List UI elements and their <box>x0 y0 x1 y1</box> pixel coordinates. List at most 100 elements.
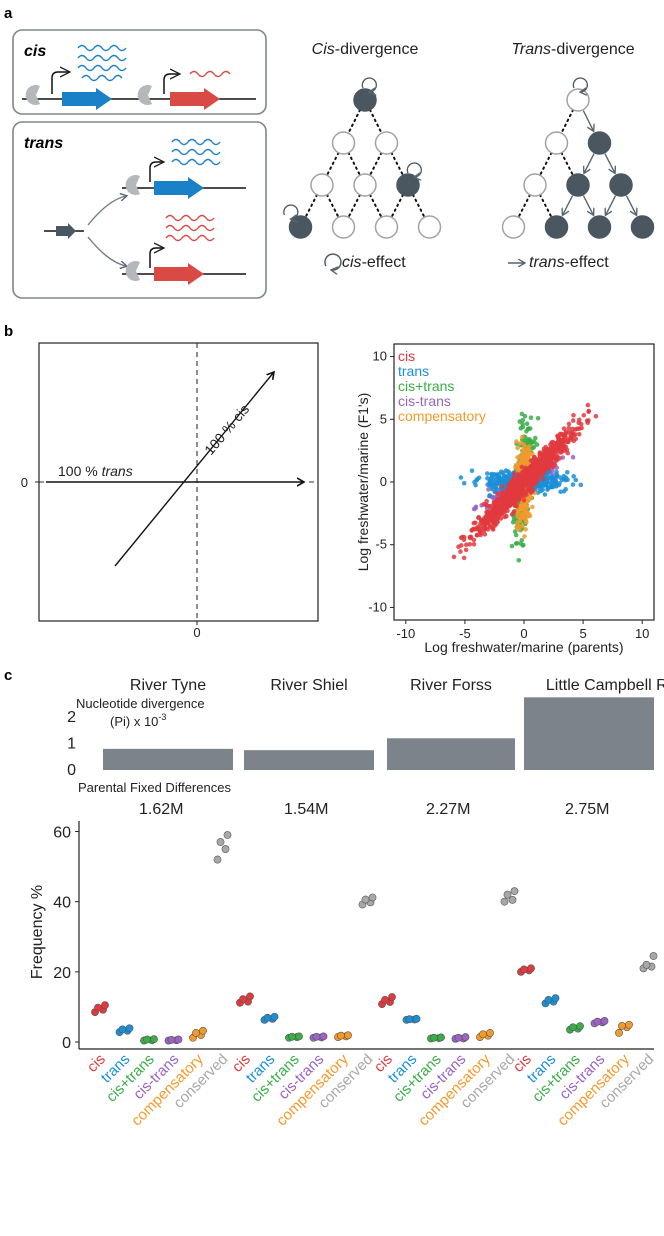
trans-effect-edge <box>584 153 595 173</box>
legend-entry-cis-trans: cis-trans <box>398 393 451 409</box>
scatter-point <box>566 421 572 427</box>
scatter-point <box>530 475 535 481</box>
scatter-point <box>501 491 506 497</box>
scatter-point <box>528 415 534 421</box>
freq-point <box>263 1013 272 1022</box>
scatter-point <box>563 429 569 434</box>
freq-point <box>246 992 254 1001</box>
scatter-point <box>493 476 499 482</box>
tree-node <box>523 173 547 197</box>
cis-effect-loop-icon <box>283 204 299 219</box>
scatter-point <box>570 482 576 487</box>
scatter-point <box>499 502 504 507</box>
scatter-point <box>581 413 587 418</box>
cis-effect-icon <box>324 253 342 270</box>
scatter-point <box>495 505 501 510</box>
freq-point <box>223 831 232 839</box>
fixed-difference-value: 1.54M <box>284 801 328 818</box>
scatter-point <box>512 492 517 498</box>
scatter-point <box>489 512 495 517</box>
trans-effect-legend: trans-effect <box>508 254 609 271</box>
scatter-point <box>525 514 531 519</box>
scatter-point <box>471 520 477 526</box>
scatter-point <box>467 535 473 541</box>
category-labels: cistranscis+transcis-transcompensatoryco… <box>84 1050 657 1129</box>
scatter-point <box>508 480 514 486</box>
x-tick-label: -5 <box>459 626 471 641</box>
freq-point <box>239 995 247 1004</box>
scatter-point <box>499 479 505 485</box>
scatter-point <box>512 529 518 534</box>
freq-point <box>125 1024 134 1033</box>
scatter-point <box>554 447 560 453</box>
freq-point <box>551 994 560 1003</box>
scatter-point <box>531 444 537 450</box>
freq-point <box>143 1035 151 1044</box>
scatter-point <box>585 402 591 408</box>
scatter-point <box>514 525 520 530</box>
scatter-point <box>464 542 469 547</box>
divergence-trees <box>283 77 655 239</box>
scatter-point <box>571 413 576 418</box>
scatter-point <box>520 417 526 423</box>
trans-box: trans <box>12 121 267 299</box>
freq-point <box>150 1035 158 1044</box>
scatter-point <box>523 527 528 532</box>
divergence-bars <box>103 697 654 770</box>
freq-point <box>221 845 230 853</box>
mrna-blue-cis-icon <box>77 44 127 82</box>
trans-effect-label: trans-effect <box>529 254 609 271</box>
freq-point <box>199 1026 207 1035</box>
scatter-point <box>484 498 490 504</box>
freq-point <box>312 1032 321 1041</box>
scatter-point <box>458 535 464 541</box>
y-tick-label: 10 <box>373 349 387 364</box>
parental-fixed-differences-label: Parental Fixed Differences <box>78 780 231 795</box>
scatter-point <box>530 504 535 510</box>
scatter-point <box>471 506 477 512</box>
river-name: Little Campbell R. <box>546 677 664 694</box>
scatter-point <box>531 455 537 460</box>
scatter-point <box>528 464 534 469</box>
scatter-point <box>561 489 567 494</box>
scatter-point <box>540 476 545 482</box>
scatter-point <box>499 484 505 489</box>
freq-tick-label: 20 <box>53 965 71 982</box>
scatter-point <box>451 554 457 560</box>
freq-point <box>576 1022 584 1031</box>
scatter-point <box>578 482 584 488</box>
scatter-point <box>558 475 563 480</box>
scatter-point <box>500 470 506 476</box>
panel-c: c River Tyne River Shiel River Forss Little… <box>4 667 664 1129</box>
fixed-difference-value: 1.62M <box>139 801 183 818</box>
fixed-difference-value: 2.75M <box>565 801 609 818</box>
river-names: River Tyne River Shiel River Forss Little C… <box>130 677 664 694</box>
freq-point <box>600 1017 609 1025</box>
scatter-point <box>522 413 528 419</box>
scatter-point <box>528 494 533 500</box>
scatter-point <box>511 471 517 476</box>
scatter-point <box>493 514 499 519</box>
frequency-points <box>91 831 658 1045</box>
panel-letter-a: a <box>4 5 13 22</box>
cis-divergence-title: Cis-divergence <box>312 41 419 58</box>
scatter-point <box>511 488 516 493</box>
y-tick-label: -10 <box>368 599 387 614</box>
freq-point <box>288 1032 296 1041</box>
freq-point <box>118 1025 127 1034</box>
gene-red-cis-icon <box>170 88 220 110</box>
y-tick-label: 5 <box>380 411 387 426</box>
transcription-factor-icon <box>25 85 40 105</box>
scatter-point <box>565 470 570 475</box>
scatter-point <box>478 530 484 536</box>
scatter-ticks: -10 -5 0 5 10 10 5 0 -5 -10 <box>368 349 649 641</box>
freq-point <box>625 1020 633 1029</box>
scatter-point <box>456 544 461 549</box>
freq-point <box>454 1033 463 1042</box>
trans-effect-edge <box>606 195 617 215</box>
tree-node-diverged <box>587 215 612 239</box>
bar-y-tick-label: 2 <box>67 709 76 726</box>
scatter-point <box>573 477 579 483</box>
scatter-point <box>520 511 525 517</box>
